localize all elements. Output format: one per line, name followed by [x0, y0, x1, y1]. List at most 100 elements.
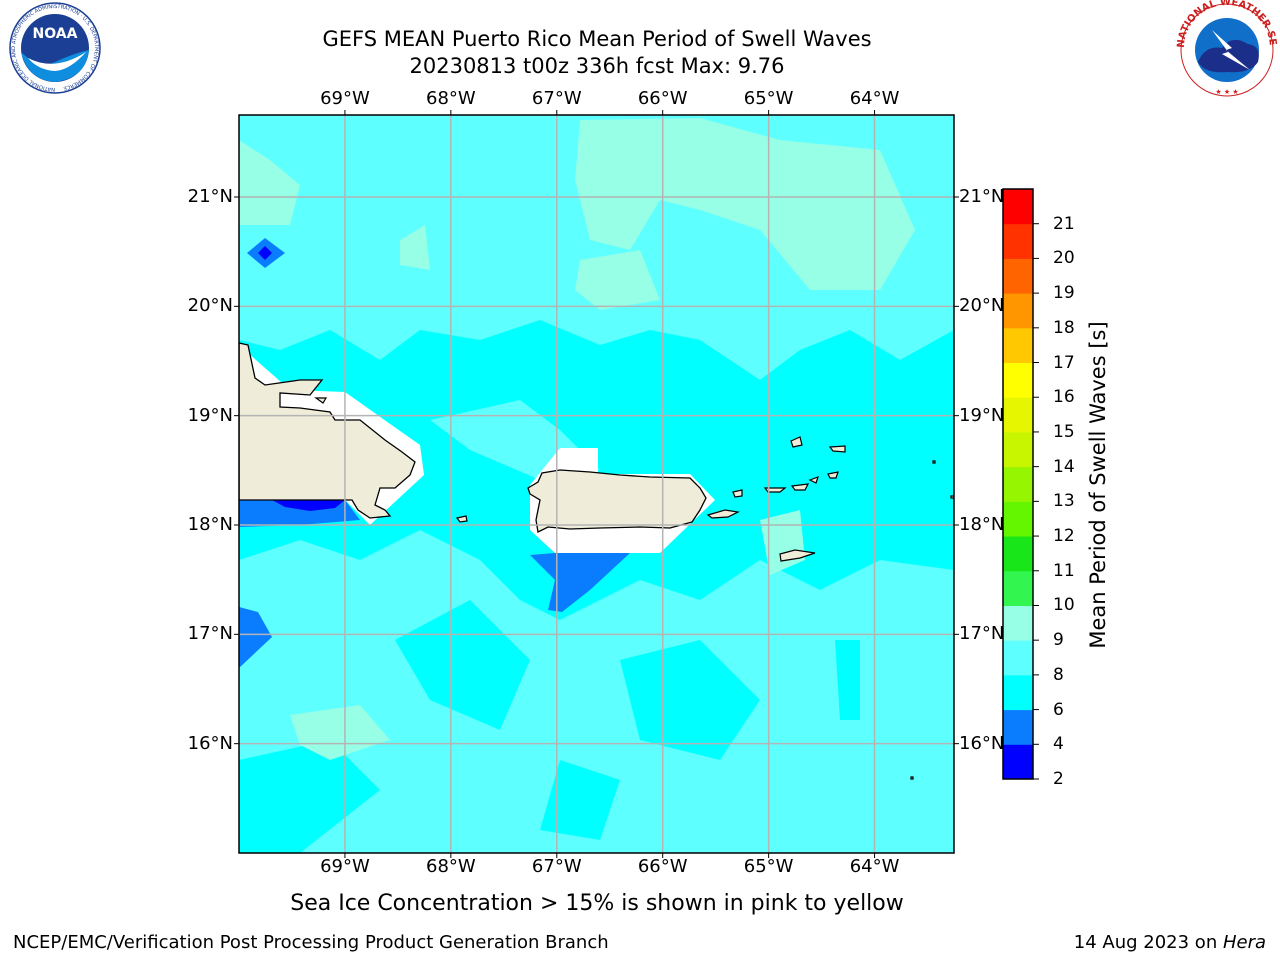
puerto-rico-land [527, 469, 707, 533]
chart-subtitle: 20230813 t00z 336h fcst Max: 9.76 [409, 54, 785, 78]
band-2-4-northwest-spot [258, 246, 272, 260]
colorbar-frame [1002, 188, 1034, 780]
lon-tick-label-top: 67°W [531, 88, 582, 109]
footer-host: Hera [1222, 932, 1266, 953]
band-2-4-west-coast [272, 500, 345, 511]
band-4-6-west-edge [239, 607, 272, 668]
small-islands [314, 397, 954, 780]
saba-island [932, 460, 936, 464]
colorbar-swatch [1003, 709, 1033, 745]
axis-ticks [234, 110, 959, 858]
lat-tick-label-right: 20°N [959, 295, 1005, 317]
colorbar-level-label: 13 [1053, 491, 1075, 512]
colorbar-level-label: 9 [1053, 630, 1064, 651]
swell-period-field [239, 115, 954, 853]
map-frame [238, 114, 955, 854]
svg-text:NATIONAL WEATHER SERVICE: NATIONAL WEATHER SERVICE [0, 0, 1278, 48]
lon-tick-label-top: 65°W [743, 88, 794, 109]
colorbar-level-label: 21 [1053, 213, 1075, 234]
anegada-island [827, 471, 839, 479]
vieques-island [706, 509, 740, 519]
band-6-8-patch-south-1 [395, 600, 530, 730]
colorbar-level-label: 15 [1053, 421, 1075, 442]
sombrero-island [828, 445, 846, 453]
colorbar-level-label: 16 [1053, 387, 1075, 408]
colorbar-level-label: 19 [1053, 283, 1075, 304]
band-9-10-northeast [575, 118, 915, 290]
lat-tick-label-left: 18°N [187, 514, 233, 535]
colorbar-swatch [1003, 258, 1033, 294]
band-6-8-patch-south-2 [620, 640, 760, 760]
lat-tick-label-left: 17°N [187, 623, 233, 645]
lat-tick-label-left: 16°N [187, 732, 233, 754]
band-9-10-north-2 [400, 225, 430, 270]
lon-tick-label-bottom: 64°W [849, 856, 900, 877]
band-9-10-northwest [239, 140, 300, 225]
graticule [239, 115, 954, 853]
colorbar-swatch [1003, 293, 1033, 329]
lat-tick-label-left: 21°N [187, 186, 233, 207]
band-9-10-north-1 [575, 250, 660, 310]
st-thomas-island [763, 487, 787, 493]
colorbar-swatch [1003, 605, 1033, 641]
nws-logo-ring-text: NATIONAL WEATHER SERVICE [0, 0, 1278, 48]
colorbar-level-label: 10 [1053, 595, 1075, 616]
st-croix-island [779, 549, 816, 562]
colorbar-swatch [1003, 640, 1033, 676]
nws-logo: NATIONAL WEATHER SERVICE ★ ★ ★ [0, 0, 1278, 97]
lon-tick-label-top: 69°W [320, 88, 370, 109]
chart-title: GEFS MEAN Puerto Rico Mean Period of Swe… [322, 27, 872, 51]
colorbar-swatch [1003, 570, 1033, 606]
lon-tick-label-top: 64°W [849, 88, 900, 109]
lon-tick-label-bottom: 69°W [320, 856, 370, 877]
colorbar-level-label: 12 [1053, 526, 1075, 547]
lon-tick-label-top: 68°W [425, 88, 476, 109]
colorbar-swatch [1003, 431, 1033, 468]
anguilla-island [790, 436, 803, 448]
colorbar-level-label: 18 [1053, 317, 1075, 338]
colorbar-level-label: 17 [1053, 352, 1075, 373]
colorbar-swatch [1003, 501, 1033, 537]
colorbar-swatch [1003, 189, 1033, 225]
colorbar-swatch [1003, 674, 1033, 711]
cay-fragment [314, 397, 328, 404]
band-6-8-patch-south-5 [540, 760, 620, 840]
lon-tick-label-bottom: 65°W [743, 856, 794, 877]
colorbar-swatch [1003, 536, 1033, 572]
colorbar [1002, 188, 1039, 780]
band-9-10-southwest [290, 705, 390, 760]
colorbar-level-label: 8 [1053, 664, 1064, 685]
colorbar-swatch [1003, 327, 1033, 364]
colorbar-level-label: 20 [1053, 248, 1075, 269]
lon-tick-label-top: 66°W [637, 88, 688, 109]
colorbar-level-label: 4 [1053, 734, 1064, 755]
lat-tick-label-left: 20°N [187, 295, 233, 317]
footer-date: 14 Aug 2023 on Hera [1074, 932, 1266, 954]
footer-date-text: 14 Aug 2023 on [1073, 932, 1223, 953]
band-6-8-patch-south-3 [835, 640, 860, 720]
lat-tick-label-left: 19°N [187, 404, 233, 426]
tortola-island [790, 483, 810, 491]
band-4-6-puerto-rico-south [530, 553, 630, 612]
colorbar-level-label: 2 [1053, 769, 1064, 789]
lat-tick-label-right: 16°N [959, 732, 1005, 754]
hispaniola-land [239, 342, 416, 519]
noaa-logo-text: NOAA [33, 26, 78, 42]
noaa-logo: NOAA NATIONAL OCEANIC AND ATMOSPHERIC AD… [9, 2, 101, 94]
sea-ice-caption: Sea Ice Concentration > 15% is shown in … [290, 891, 904, 916]
colorbar-swatch [1003, 744, 1033, 780]
colorbar-swatch [1003, 223, 1033, 259]
lat-tick-label-right: 18°N [959, 514, 1005, 535]
culebra-island [732, 489, 743, 498]
aves-island [910, 776, 914, 780]
lat-tick-label-right: 17°N [959, 623, 1005, 645]
svg-text:★ ★ ★: ★ ★ ★ [1215, 88, 1238, 96]
mona-island [455, 515, 468, 523]
colorbar-level-label: 14 [1053, 456, 1075, 477]
lon-tick-label-bottom: 67°W [531, 856, 582, 877]
lat-tick-label-right: 21°N [959, 186, 1005, 207]
band-8-9-channel [239, 530, 954, 853]
colorbar-label: Mean Period of Swell Waves [s] [1086, 321, 1110, 649]
colorbar-level-label: 11 [1053, 560, 1075, 581]
